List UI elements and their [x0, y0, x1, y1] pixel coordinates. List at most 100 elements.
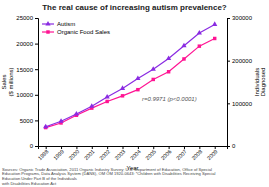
x-axis-tick-label: 2004 — [129, 148, 142, 161]
series-line — [46, 24, 215, 126]
series-marker — [89, 103, 94, 108]
x-axis-tick: 2001 — [83, 146, 96, 161]
y2-axis-tick-mark — [227, 61, 230, 62]
x-axis-tick-label: 2006 — [160, 148, 173, 161]
y-axis-tick: 10000 — [16, 92, 38, 98]
legend-item: Organic Food Sales — [42, 29, 110, 35]
y-axis-line — [35, 19, 39, 147]
series-marker — [181, 43, 186, 48]
series-marker — [151, 66, 156, 71]
x-axis-tick-mark — [199, 146, 200, 149]
x-axis-tick-label: 1999 — [52, 148, 65, 161]
series-marker — [152, 78, 155, 81]
title: The real cause of increasing autism prev… — [42, 3, 227, 12]
y2-axis-tick-label: 100000 — [232, 101, 253, 107]
series-marker — [121, 94, 124, 97]
text-line: with Disabilities Education Act — [2, 181, 57, 186]
series-marker — [213, 37, 216, 40]
text-line: Sales — [1, 74, 7, 89]
x-axis-tick-label: 2003 — [114, 148, 127, 161]
x-axis-tick-mark — [169, 146, 170, 149]
y-axis-tick-mark — [35, 146, 38, 147]
y2-axis-title: IndividualsDiagnosed — [254, 68, 267, 97]
x-axis-tick-mark — [153, 146, 154, 149]
series-marker — [136, 88, 139, 91]
x-axis-tick-mark — [138, 146, 139, 149]
x-axis-tick: 2004 — [129, 146, 142, 161]
x-axis-tick: 2005 — [144, 146, 157, 161]
y-axis-tick-label: 20000 — [16, 41, 33, 47]
x-axis-tick: 2000 — [67, 146, 80, 161]
series-marker — [105, 94, 110, 99]
chart: 1998199920002001200220032004200520062007… — [0, 0, 269, 187]
text-line: ($ millions) — [8, 67, 14, 96]
y-axis-tick: 0 — [30, 143, 38, 149]
y2-axis-tick-mark — [227, 146, 230, 147]
x-axis-tick: 2008 — [190, 146, 203, 161]
x-axis-tick-mark — [215, 146, 216, 149]
legend: Autism Organic Food Sales — [42, 21, 110, 35]
y-axis-tick: 25000 — [16, 15, 38, 21]
source-note: Sources: Organic Trade Association, 2011… — [2, 167, 216, 186]
y-axis-tick: 15000 — [16, 67, 38, 73]
x-axis-tick: 2006 — [160, 146, 173, 161]
x-axis-tick: 2007 — [175, 146, 188, 161]
series-marker — [212, 21, 217, 26]
legend-label: Autism — [57, 21, 75, 27]
y2-axis-tick: 200000 — [227, 58, 253, 64]
y-axis-tick-label: 0 — [30, 143, 34, 149]
x-axis-tick-mark — [123, 146, 124, 149]
y-axis-tick-label: 25000 — [16, 15, 33, 21]
x-axis-tick-mark — [92, 146, 93, 149]
series-marker — [43, 124, 48, 129]
y2-axis: 0 100000 200000 300000 — [227, 15, 253, 149]
x-axis-tick-label: 2009 — [206, 148, 219, 161]
x-axis-tick-label: 2001 — [83, 148, 96, 161]
y-axis-tick: 20000 — [16, 41, 38, 47]
x-axis-tick-label: 1998 — [37, 148, 50, 161]
x-axis-tick-mark — [184, 146, 185, 149]
plot-area — [43, 21, 217, 129]
y-axis-tick-mark — [35, 44, 38, 45]
y2-axis-tick-label: 300000 — [232, 15, 253, 21]
y-axis-tick-mark — [35, 18, 38, 19]
x-axis-tick-mark — [46, 146, 47, 149]
x-axis-tick-label: 2005 — [144, 148, 157, 161]
y-axis-title: Sales($ millions) — [1, 67, 14, 96]
y-axis-tick-mark — [35, 95, 38, 96]
y2-axis-tick-label: 200000 — [232, 58, 253, 64]
y-axis-tick-mark — [35, 69, 38, 70]
x-axis-tick: 1998 — [37, 146, 50, 161]
x-axis-tick-label: 2000 — [67, 148, 80, 161]
y-axis-tick-label: 10000 — [16, 92, 33, 98]
y2-axis-tick: 0 — [227, 143, 236, 149]
x-axis-tick: 2002 — [98, 146, 111, 161]
series-marker — [166, 55, 171, 60]
x-axis-tick: 2003 — [114, 146, 127, 161]
y-axis-tick: 5000 — [20, 118, 38, 124]
y2-axis-tick-label: 0 — [232, 143, 236, 149]
legend-label: Organic Food Sales — [57, 29, 110, 35]
y2-axis-tick-mark — [227, 103, 230, 104]
x-axis-tick-label: 2008 — [190, 148, 203, 161]
x-axis-tick: 1999 — [52, 146, 65, 161]
x-axis-tick: 2009 — [206, 146, 219, 161]
x-axis: 1998199920002001200220032004200520062007… — [37, 146, 228, 161]
series-marker — [167, 70, 170, 73]
y-axis-tick-label: 15000 — [16, 67, 33, 73]
series-marker — [135, 76, 140, 81]
y-axis: 0 5000 10000 15000 20000 25000 — [16, 15, 38, 149]
series-marker — [198, 44, 201, 47]
series-marker — [182, 57, 185, 60]
legend-marker — [46, 30, 49, 33]
legend-marker — [45, 21, 50, 26]
x-axis-tick-mark — [61, 146, 62, 149]
series-marker — [74, 111, 79, 116]
y2-axis-tick-mark — [227, 18, 230, 19]
y2-axis-tick: 100000 — [227, 101, 253, 107]
legend-item: Autism — [42, 21, 75, 27]
series-marker — [120, 85, 125, 90]
y-axis-tick-label: 5000 — [20, 118, 34, 124]
x-axis-tick-mark — [107, 146, 108, 149]
annotation: r=0.9971 (p<0.0001) — [142, 96, 197, 102]
